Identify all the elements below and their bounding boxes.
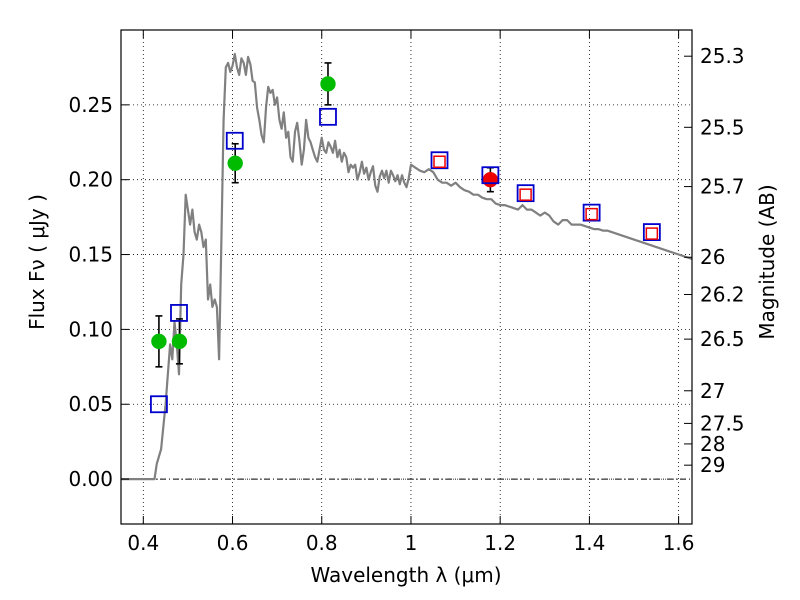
model-spectrum-line xyxy=(121,52,693,481)
y2-tick-label: 26 xyxy=(700,245,725,269)
x-tick-label: 0.4 xyxy=(127,531,159,555)
y2-tick-label: 26.2 xyxy=(700,283,745,307)
model-point-square xyxy=(642,223,661,241)
data-point xyxy=(320,76,336,92)
x-tick-label: 1.4 xyxy=(573,531,605,555)
y2-tick-label: 26.5 xyxy=(700,327,745,351)
model-point-square xyxy=(170,304,188,322)
plot-series xyxy=(121,52,693,481)
y2-tick-label: 27.5 xyxy=(700,411,745,435)
x-tick-label: 1.2 xyxy=(484,531,516,555)
model-point-square xyxy=(319,107,337,126)
x-tick-label: 1.6 xyxy=(663,531,695,555)
plot-frame xyxy=(120,29,693,525)
model-point-square xyxy=(582,203,601,222)
data-point xyxy=(482,171,499,188)
y2-axis-title: Magnitude (AB) xyxy=(755,184,779,339)
model-point-square xyxy=(481,166,500,185)
model-point-square-small xyxy=(519,188,532,201)
y-tick-label: 0.05 xyxy=(68,392,113,416)
model-point-square-small xyxy=(585,207,598,221)
y2-tick-label: 25.7 xyxy=(700,175,745,199)
model-point-square xyxy=(225,131,244,150)
model-point-square-small xyxy=(645,227,659,240)
y2-tick-label: 25.5 xyxy=(700,115,745,139)
data-point xyxy=(227,155,243,171)
x-tick-label: 0.6 xyxy=(217,531,249,555)
x-axis-title: Wavelength λ (μm) xyxy=(310,563,501,587)
y2-tick-label: 28 xyxy=(700,432,725,456)
axis-ticks: 0.4 0.6 0.8 1 1.2 1.4 1.6 0.00 0.05 0.10 0.15 0.20 0… xyxy=(68,30,745,555)
y-axis-title: Flux Fν ( μJy ) xyxy=(25,194,49,330)
y-tick-label: 0.10 xyxy=(68,317,113,341)
y-tick-label: 0.00 xyxy=(68,467,113,491)
y2-tick-label: 27 xyxy=(700,379,725,403)
model-point-square xyxy=(430,151,449,170)
data-point xyxy=(151,333,167,350)
y2-tick-label: 25.3 xyxy=(700,44,745,68)
y2-tick-label: 29 xyxy=(700,453,725,477)
y-tick-label: 0.25 xyxy=(68,93,113,117)
x-tick-label: 0.8 xyxy=(306,531,338,555)
model-point-square xyxy=(150,395,168,414)
y-tick-label: 0.15 xyxy=(68,243,113,267)
model-point-square-small xyxy=(433,155,446,168)
data-point xyxy=(171,333,188,350)
y-tick-label: 0.20 xyxy=(68,168,113,192)
model-point-square xyxy=(516,184,535,203)
x-tick-label: 1 xyxy=(405,531,418,555)
